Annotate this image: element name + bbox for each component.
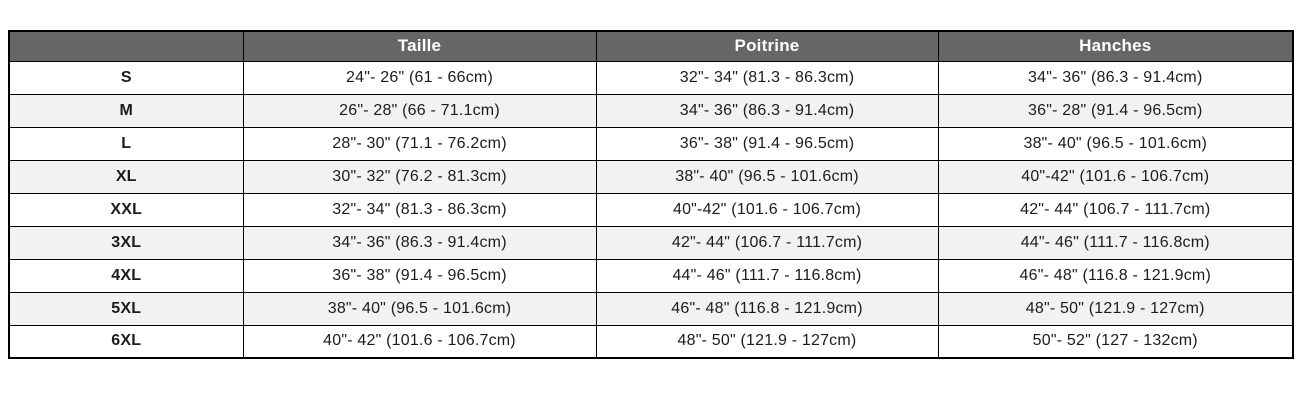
size-label-cell: 6XL bbox=[8, 324, 244, 359]
hanches-cell: 34"- 36" (86.3 - 91.4cm) bbox=[937, 60, 1294, 95]
taille-cell: 40"- 42" (101.6 - 106.7cm) bbox=[242, 324, 597, 359]
poitrine-cell: 42"- 44" (106.7 - 111.7cm) bbox=[595, 225, 939, 260]
size-label-cell: S bbox=[8, 60, 244, 95]
column-header-poitrine: Poitrine bbox=[595, 30, 939, 62]
poitrine-cell: 46"- 48" (116.8 - 121.9cm) bbox=[595, 291, 939, 326]
taille-cell: 38"- 40" (96.5 - 101.6cm) bbox=[242, 291, 597, 326]
poitrine-cell: 48"- 50" (121.9 - 127cm) bbox=[595, 324, 939, 359]
poitrine-cell: 44"- 46" (111.7 - 116.8cm) bbox=[595, 258, 939, 293]
hanches-cell: 38"- 40" (96.5 - 101.6cm) bbox=[937, 126, 1294, 161]
size-row: 4XL 36"- 38" (91.4 - 96.5cm) 44"- 46" (111… bbox=[8, 258, 1294, 293]
poitrine-cell: 34"- 36" (86.3 - 91.4cm) bbox=[595, 93, 939, 128]
size-row: M 26"- 28" (66 - 71.1cm) 34"- 36" (86.3 - … bbox=[8, 93, 1294, 128]
size-row: 3XL 34"- 36" (86.3 - 91.4cm) 42"- 44" (106… bbox=[8, 225, 1294, 260]
size-row: XXL 32"- 34" (81.3 - 86.3cm) 40"-42" (101.… bbox=[8, 192, 1294, 227]
taille-cell: 24"- 26" (61 - 66cm) bbox=[242, 60, 597, 95]
size-label-cell: 5XL bbox=[8, 291, 244, 326]
hanches-cell: 36"- 28" (91.4 - 96.5cm) bbox=[937, 93, 1294, 128]
poitrine-cell: 32"- 34" (81.3 - 86.3cm) bbox=[595, 60, 939, 95]
size-chart-table: Taille Poitrine Hanches S 24"- 26" (61 - … bbox=[8, 30, 1294, 359]
size-row: S 24"- 26" (61 - 66cm) 32"- 34" (81.3 - 86… bbox=[8, 60, 1294, 95]
hanches-cell: 44"- 46" (111.7 - 116.8cm) bbox=[937, 225, 1294, 260]
size-label-cell: XXL bbox=[8, 192, 244, 227]
hanches-cell: 42"- 44" (106.7 - 111.7cm) bbox=[937, 192, 1294, 227]
taille-cell: 34"- 36" (86.3 - 91.4cm) bbox=[242, 225, 597, 260]
taille-cell: 28"- 30" (71.1 - 76.2cm) bbox=[242, 126, 597, 161]
size-label-cell: M bbox=[8, 93, 244, 128]
size-label-cell: XL bbox=[8, 159, 244, 194]
taille-cell: 36"- 38" (91.4 - 96.5cm) bbox=[242, 258, 597, 293]
size-label-cell: 4XL bbox=[8, 258, 244, 293]
column-header-hanches: Hanches bbox=[937, 30, 1294, 62]
hanches-cell: 40"-42" (101.6 - 106.7cm) bbox=[937, 159, 1294, 194]
hanches-cell: 48"- 50" (121.9 - 127cm) bbox=[937, 291, 1294, 326]
hanches-cell: 46"- 48" (116.8 - 121.9cm) bbox=[937, 258, 1294, 293]
hanches-cell: 50"- 52" (127 - 132cm) bbox=[937, 324, 1294, 359]
column-header-empty bbox=[8, 30, 244, 62]
taille-cell: 26"- 28" (66 - 71.1cm) bbox=[242, 93, 597, 128]
size-chart-container: Taille Poitrine Hanches S 24"- 26" (61 - … bbox=[8, 30, 1294, 359]
size-label-cell: L bbox=[8, 126, 244, 161]
size-row: 6XL 40"- 42" (101.6 - 106.7cm) 48"- 50" (1… bbox=[8, 324, 1294, 359]
size-row: XL 30"- 32" (76.2 - 81.3cm) 38"- 40" (96.5… bbox=[8, 159, 1294, 194]
size-row: 5XL 38"- 40" (96.5 - 101.6cm) 46"- 48" (11… bbox=[8, 291, 1294, 326]
poitrine-cell: 36"- 38" (91.4 - 96.5cm) bbox=[595, 126, 939, 161]
size-label-cell: 3XL bbox=[8, 225, 244, 260]
poitrine-cell: 40"-42" (101.6 - 106.7cm) bbox=[595, 192, 939, 227]
size-chart-body: S 24"- 26" (61 - 66cm) 32"- 34" (81.3 - 86… bbox=[8, 60, 1294, 359]
taille-cell: 30"- 32" (76.2 - 81.3cm) bbox=[242, 159, 597, 194]
column-header-taille: Taille bbox=[242, 30, 597, 62]
header-row: Taille Poitrine Hanches bbox=[8, 30, 1294, 62]
taille-cell: 32"- 34" (81.3 - 86.3cm) bbox=[242, 192, 597, 227]
size-row: L 28"- 30" (71.1 - 76.2cm) 36"- 38" (91.4 … bbox=[8, 126, 1294, 161]
poitrine-cell: 38"- 40" (96.5 - 101.6cm) bbox=[595, 159, 939, 194]
